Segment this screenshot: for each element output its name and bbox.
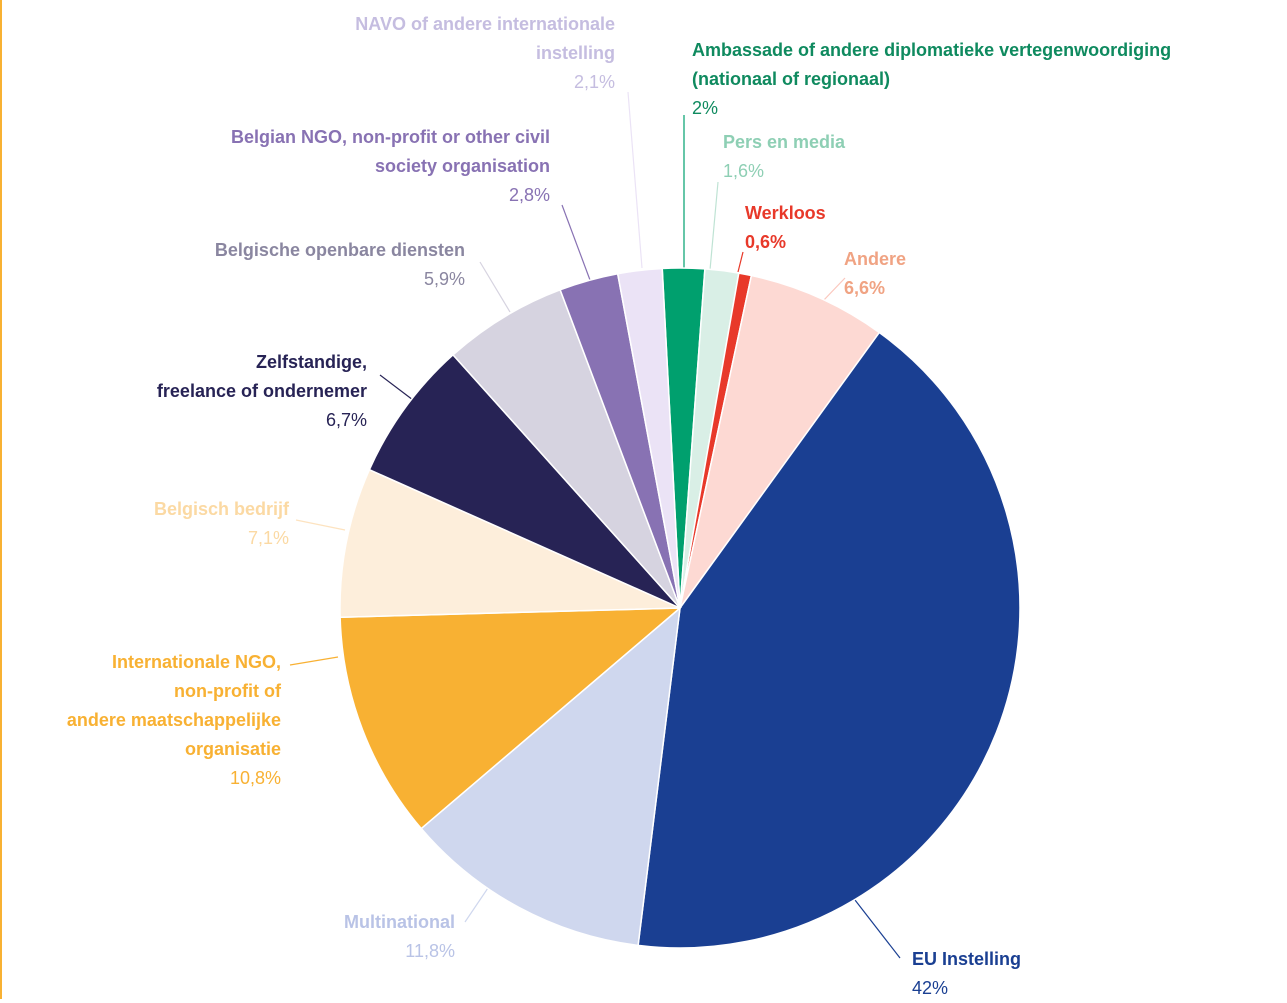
slice-name: EU Instelling bbox=[912, 949, 1022, 969]
leader-line bbox=[379, 374, 414, 401]
slice-name: NAVO of andere internationale instelling bbox=[355, 14, 615, 63]
slice-value: 1,6% bbox=[723, 161, 765, 181]
leader-line bbox=[627, 91, 643, 269]
label: Internationale NGO, non-profit of andere… bbox=[67, 648, 281, 793]
slice-name: Belgisch bedrijf bbox=[153, 499, 289, 519]
leader-line bbox=[709, 181, 719, 271]
edge-bar bbox=[0, 0, 2, 999]
slice bbox=[339, 607, 683, 830]
slice-value: 11,8% bbox=[405, 941, 455, 961]
slice-value: 2% bbox=[692, 98, 719, 118]
slice-value: 10,8% bbox=[229, 768, 281, 788]
slice bbox=[339, 468, 681, 619]
label: EU Instelling 42% bbox=[912, 945, 1021, 1003]
slice-name: Ambassade of andere diplomatieke vertege… bbox=[692, 40, 1172, 89]
slice bbox=[679, 274, 881, 609]
slice-value: 2,8% bbox=[508, 185, 550, 205]
label: Belgische openbare diensten 5,9% bbox=[215, 236, 465, 294]
slice-name: Belgian NGO, non-profit or other civil s… bbox=[230, 127, 550, 176]
leader-line bbox=[479, 261, 511, 313]
label: NAVO of andere internationale instelling… bbox=[355, 10, 615, 97]
label: Multinational 11,8% bbox=[344, 908, 455, 966]
leader-line bbox=[289, 656, 339, 666]
slice bbox=[420, 606, 681, 947]
leader-line bbox=[737, 251, 744, 273]
leader-lines bbox=[289, 91, 901, 959]
label: Pers en media 1,6% bbox=[723, 128, 845, 186]
leader-line bbox=[295, 519, 346, 531]
slice-value: 6,6% bbox=[844, 278, 886, 298]
pie bbox=[339, 267, 1021, 949]
label: Werkloos 0,6% bbox=[745, 199, 826, 257]
slice-name: Werkloos bbox=[745, 203, 826, 223]
label: Zelfstandige, freelance of ondernemer 6,7… bbox=[157, 348, 367, 435]
slice-value: 7,1% bbox=[247, 528, 289, 548]
slice-name: Multinational bbox=[344, 912, 455, 932]
slice-value: 5,9% bbox=[423, 269, 465, 289]
label: Belgian NGO, non-profit or other civil s… bbox=[231, 123, 550, 210]
slice bbox=[616, 267, 681, 609]
label: Andere 6,6% bbox=[844, 245, 906, 303]
leader-line bbox=[561, 204, 591, 281]
slice-name: Pers en media bbox=[723, 132, 846, 152]
slice-value: 42% bbox=[912, 978, 949, 998]
label: Belgisch bedrijf 7,1% bbox=[154, 495, 289, 553]
slice bbox=[637, 331, 1021, 949]
leader-line bbox=[464, 884, 491, 923]
leader-line bbox=[821, 277, 846, 303]
slice bbox=[451, 288, 681, 609]
slice-name: Internationale NGO, non-profit of andere… bbox=[66, 652, 281, 759]
slice-value: 2,1% bbox=[573, 72, 615, 92]
slice-name: Belgische openbare diensten bbox=[214, 240, 465, 260]
leader-line bbox=[854, 899, 901, 959]
slice bbox=[368, 353, 681, 609]
slice-name: Andere bbox=[844, 249, 907, 269]
slice-value: 0,6% bbox=[745, 232, 787, 252]
slice-name: Zelfstandige, freelance of ondernemer bbox=[156, 352, 367, 401]
label: Ambassade of andere diplomatieke vertege… bbox=[692, 36, 1287, 123]
slice-value: 6,7% bbox=[325, 410, 367, 430]
